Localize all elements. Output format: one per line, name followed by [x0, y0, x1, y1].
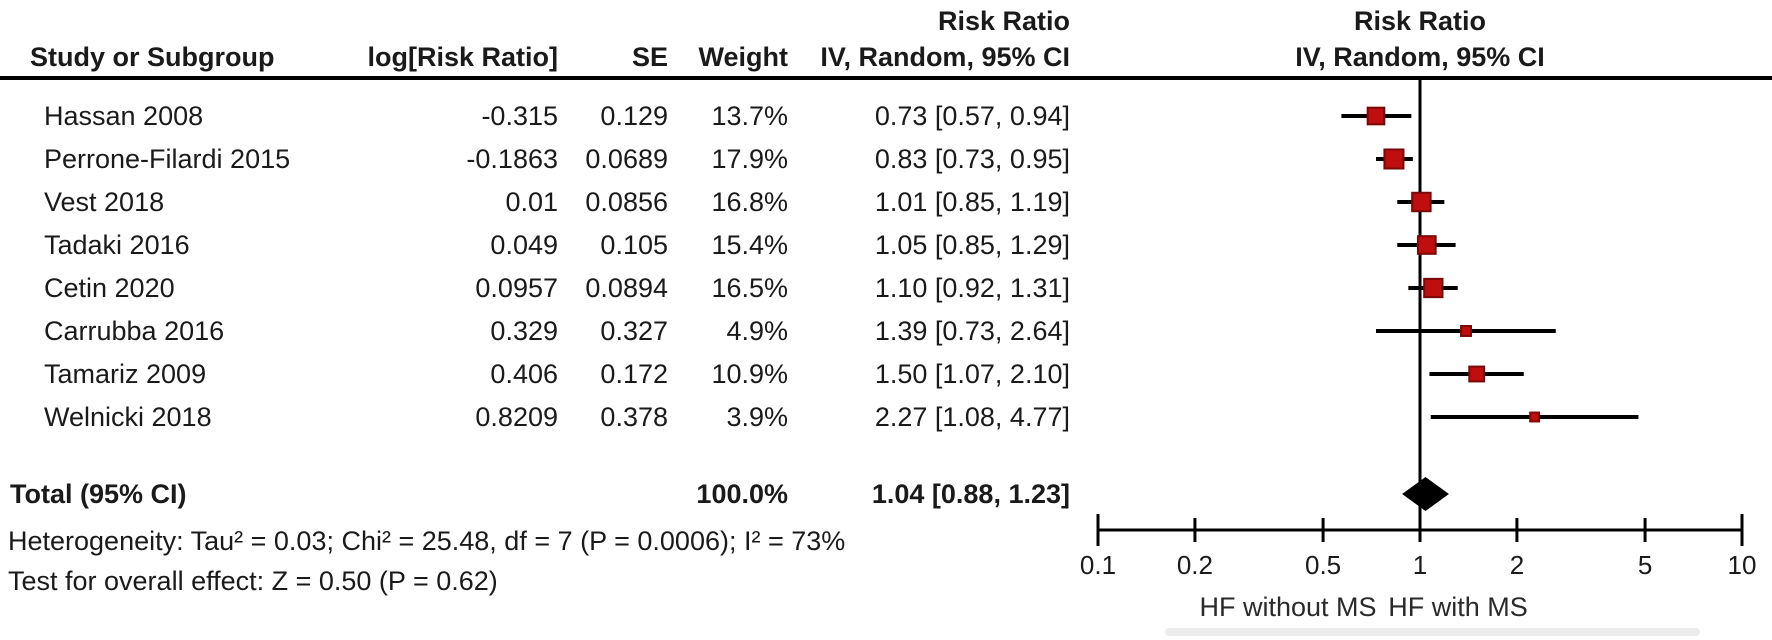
- column-header-weight: Weight: [698, 42, 789, 72]
- study-marker: [1468, 365, 1486, 383]
- study-name: Hassan 2008: [44, 101, 204, 131]
- total-diamond: [1402, 477, 1449, 511]
- column-header-stat-ci: IV, Random, 95% CI: [820, 42, 1070, 72]
- study-se: 0.172: [600, 359, 668, 389]
- study-ci: 0.73 [0.57, 0.94]: [874, 101, 1070, 131]
- axis-tick-label: 0.1: [1080, 550, 1116, 580]
- study-weight: 16.5%: [711, 273, 788, 303]
- study-marker: [1411, 191, 1432, 213]
- study-weight: 16.8%: [711, 187, 788, 217]
- study-weight: 10.9%: [711, 359, 788, 389]
- study-se: 0.0894: [585, 273, 668, 303]
- study-weight: 13.7%: [711, 101, 788, 131]
- study-weight: 17.9%: [711, 144, 788, 174]
- study-se: 0.0856: [585, 187, 668, 217]
- study-marker: [1416, 235, 1437, 255]
- column-header-plot-ci: IV, Random, 95% CI: [1295, 42, 1545, 72]
- study-marker: [1366, 106, 1386, 126]
- column-header-logrr: log[Risk Ratio]: [367, 42, 558, 72]
- study-marker: [1529, 411, 1541, 423]
- axis-tick-label: 10: [1728, 550, 1757, 580]
- axis-tick-label: 1: [1413, 550, 1427, 580]
- heterogeneity-text: Heterogeneity: Tau² = 0.03; Chi² = 25.48…: [8, 526, 846, 556]
- study-ci: 1.50 [1.07, 2.10]: [874, 359, 1070, 389]
- stat-column-title: Risk Ratio: [937, 6, 1070, 36]
- study-weight: 3.9%: [726, 402, 788, 432]
- study-name: Welnicki 2018: [44, 402, 212, 432]
- study-se: 0.378: [600, 402, 668, 432]
- column-header-study: Study or Subgroup: [30, 42, 275, 72]
- axis-tick-label: 5: [1638, 550, 1652, 580]
- study-logrr: 0.049: [490, 230, 558, 260]
- study-name: Perrone-Filardi 2015: [44, 144, 291, 174]
- study-ci: 1.10 [0.92, 1.31]: [874, 273, 1070, 303]
- study-logrr: 0.8209: [475, 402, 558, 432]
- study-weight: 15.4%: [711, 230, 788, 260]
- study-name: Tamariz 2009: [44, 359, 207, 389]
- study-ci: 0.83 [0.73, 0.95]: [874, 144, 1070, 174]
- study-weight: 4.9%: [726, 316, 788, 346]
- study-logrr: 0.329: [490, 316, 558, 346]
- study-name: Cetin 2020: [44, 273, 175, 303]
- study-logrr: 0.01: [505, 187, 558, 217]
- study-ci: 2.27 [1.08, 4.77]: [874, 402, 1070, 432]
- total-row-label: Total (95% CI): [10, 479, 187, 509]
- study-se: 0.105: [600, 230, 668, 260]
- study-logrr: 0.406: [490, 359, 558, 389]
- axis-label-right: HF with MS: [1388, 592, 1528, 622]
- study-name: Tadaki 2016: [44, 230, 190, 260]
- study-logrr: 0.0957: [475, 273, 558, 303]
- study-se: 0.129: [600, 101, 668, 131]
- total-row-ci: 1.04 [0.88, 1.23]: [871, 479, 1070, 509]
- axis-label-left: HF without MS: [1199, 592, 1376, 622]
- axis-tick-label: 0.5: [1305, 550, 1341, 580]
- study-marker: [1460, 325, 1473, 337]
- study-marker: [1383, 148, 1405, 170]
- plot-column-title: Risk Ratio: [1353, 6, 1487, 36]
- study-ci: 1.05 [0.85, 1.29]: [874, 230, 1070, 260]
- total-row-weight: 100.0%: [696, 479, 788, 509]
- column-header-se: SE: [631, 42, 668, 72]
- study-marker: [1423, 277, 1444, 299]
- study-logrr: -0.1863: [466, 144, 558, 174]
- axis-tick-label: 0.2: [1177, 550, 1213, 580]
- study-name: Vest 2018: [44, 187, 165, 217]
- scan-artifact: [1165, 628, 1700, 636]
- overall-effect-text: Test for overall effect: Z = 0.50 (P = 0…: [8, 566, 498, 596]
- header-underline: [0, 76, 1772, 80]
- axis-tick-label: 2: [1510, 550, 1524, 580]
- study-name: Carrubba 2016: [44, 316, 225, 346]
- study-ci: 1.39 [0.73, 2.64]: [874, 316, 1070, 346]
- study-se: 0.0689: [585, 144, 668, 174]
- study-ci: 1.01 [0.85, 1.19]: [874, 187, 1070, 217]
- study-se: 0.327: [600, 316, 668, 346]
- study-logrr: -0.315: [481, 101, 558, 131]
